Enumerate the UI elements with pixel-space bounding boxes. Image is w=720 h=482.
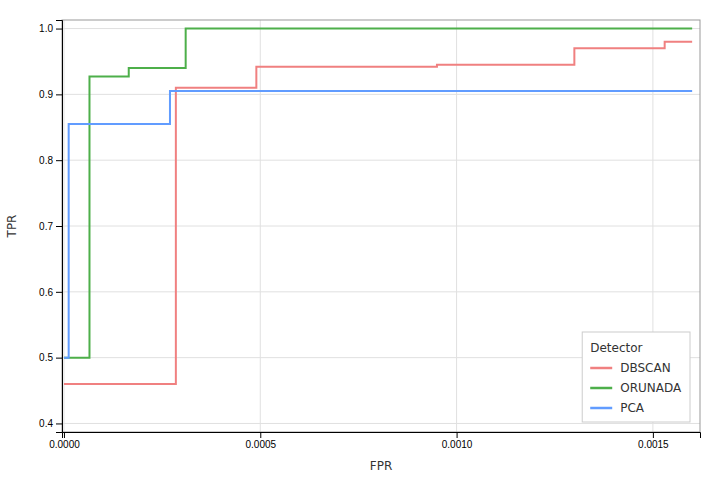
grid-line-y xyxy=(62,226,700,227)
y-axis: 0.4 0.5 0.6 0.7 0.8 0.9 1.0 xyxy=(39,21,62,433)
y-axis-line xyxy=(56,21,63,433)
grid-line-y xyxy=(62,291,700,292)
y-tick-label: 0.9 xyxy=(39,89,53,100)
x-tick-label: 0.0015 xyxy=(638,439,669,450)
x-tick-mark xyxy=(457,432,458,438)
x-tick: 0.0015 xyxy=(638,432,669,450)
y-tick-label: 0.6 xyxy=(39,287,53,298)
x-tick: 0.0000 xyxy=(49,432,80,450)
legend-swatch xyxy=(590,367,612,370)
y-axis-title: TPR xyxy=(5,215,19,239)
chart: 0.00000.00050.00100.00150.40.50.60.70.80… xyxy=(0,0,720,482)
plot-frame xyxy=(62,20,700,432)
y-tick-label: 0.5 xyxy=(39,352,53,363)
grid xyxy=(62,20,700,432)
legend-swatch xyxy=(590,407,612,410)
lines xyxy=(64,29,692,384)
legend-box xyxy=(582,332,690,422)
y-tick: 0.8 xyxy=(39,155,62,166)
y-tick: 0.4 xyxy=(39,418,62,429)
x-tick-label: 0.0005 xyxy=(245,439,276,450)
y-tick-label: 0.7 xyxy=(39,221,53,232)
series-line xyxy=(64,91,692,358)
legend-label: ORUNADA xyxy=(620,381,682,395)
plot: 0.00000.00050.00100.00150.40.50.60.70.80… xyxy=(5,20,701,473)
legend-title: Detector xyxy=(590,341,642,355)
y-tick-mark xyxy=(56,226,62,227)
legend-label: PCA xyxy=(620,401,645,415)
x-tick: 0.0010 xyxy=(442,432,473,450)
y-tick: 0.9 xyxy=(39,89,62,100)
x-tick: 0.0005 xyxy=(245,432,276,450)
grid-line-y xyxy=(62,94,700,95)
y-tick: 1.0 xyxy=(39,23,62,34)
x-tick-mark xyxy=(260,432,261,438)
x-tick-mark xyxy=(64,432,65,438)
y-tick-label: 0.4 xyxy=(39,418,53,429)
x-tick-mark xyxy=(653,432,654,438)
series-line xyxy=(64,29,692,358)
y-tick: 0.7 xyxy=(39,221,62,232)
legend-label: DBSCAN xyxy=(620,361,670,375)
y-tick-mark xyxy=(56,358,62,359)
y-tick-mark xyxy=(56,160,62,161)
x-axis-line xyxy=(63,433,701,439)
y-tick-mark xyxy=(56,423,62,424)
legend-swatch xyxy=(590,387,612,390)
x-axis: 0.0000 0.0005 0.0010 0.0015 xyxy=(49,432,700,450)
x-axis-title: FPR xyxy=(370,459,392,473)
grid-line-y xyxy=(62,160,700,161)
y-tick-label: 1.0 xyxy=(39,23,53,34)
y-tick-mark xyxy=(56,292,62,293)
y-tick: 0.5 xyxy=(39,352,62,363)
legend: Detector DBSCAN ORUNADA PCA xyxy=(582,332,690,422)
y-tick: 0.6 xyxy=(39,287,62,298)
x-tick-label: 0.0000 xyxy=(49,439,80,450)
x-tick-label: 0.0010 xyxy=(442,439,473,450)
y-tick-label: 0.8 xyxy=(39,155,53,166)
y-tick-mark xyxy=(56,29,62,30)
grid-line-y xyxy=(62,423,700,424)
y-tick-mark xyxy=(56,94,62,95)
